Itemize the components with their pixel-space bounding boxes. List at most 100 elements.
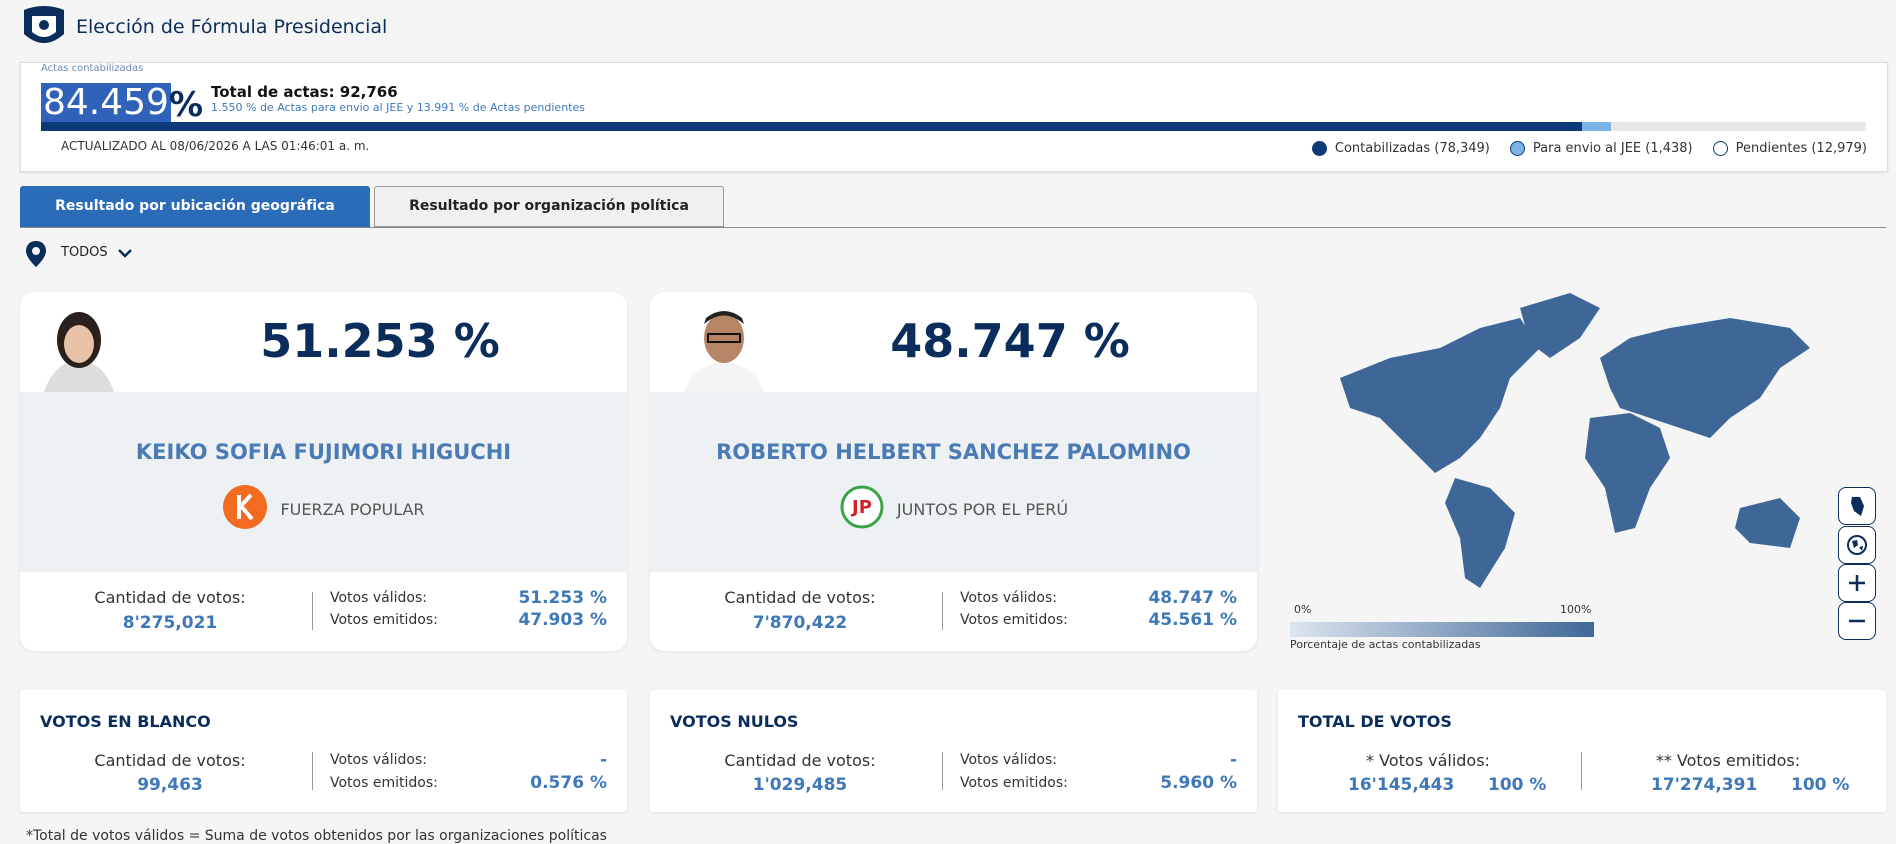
progress-panel: Actas contabilizadas 84.459 % Total de a… [20,62,1888,172]
note-text: % de Actas pendientes [455,101,585,114]
world-map [1340,293,1810,588]
svg-text:JP: JP [850,497,872,518]
candidate-info: KEIKO SOFIA FUJIMORI HIGUCHI FUERZA POPUL… [20,392,627,572]
footnote: *Total de votos válidos = Suma de votos … [26,828,607,844]
progress-note: 1.550 % de Actas para envio al JEE y 13.… [211,101,585,114]
party-logo: JP [839,484,885,534]
candidate-photo [34,302,124,396]
tab[interactable]: Resultado por organización política [374,186,724,227]
valid-label: Votos válidos: [960,752,1057,768]
party-name: JUNTOS POR EL PERÚ [896,499,1069,519]
valid-pct: 100 % [1488,775,1547,795]
votes: 99,463 [137,775,203,795]
candidate-card: 48.747 % ROBERTO HELBERT SANCHEZ PALOMINO… [650,292,1257,651]
emitted: 45.561 % [1148,610,1237,630]
party-name: FUERZA POPULAR [280,499,425,519]
filter-value: TODOS [61,245,108,260]
party-logo [222,484,268,534]
progress-percent-sign: % [169,85,204,125]
summary-title: VOTOS NULOS [670,712,799,731]
divider [942,752,943,790]
votes: 1'029,485 [752,775,848,795]
bar-jee [1582,122,1611,131]
emitted: 47.903 % [518,610,607,630]
valid: - [1229,750,1237,770]
tab-line [20,227,1886,228]
zoom-in[interactable] [1838,564,1876,602]
votes-label: Cantidad de votos: [724,588,876,607]
legend-label: Pendientes (12,979) [1735,141,1867,156]
updated: ACTUALIZADO AL 08/06/2026 A LAS 01:46:01… [61,139,370,153]
logo [24,6,64,43]
map-max: 100% [1560,603,1592,616]
votes: 7'870,422 [752,613,848,633]
map-legend [1290,622,1594,637]
valid: 51.253 % [518,588,607,608]
emitted-label: Votos emitidos: [330,775,438,791]
emitted-label: Votos emitidos: [960,612,1068,628]
votes: 8'275,021 [122,613,218,633]
legend-dot [1509,141,1525,156]
bar-counted [41,122,1583,131]
tab[interactable]: Resultado por ubicación geográfica [20,186,370,227]
zoom-out[interactable] [1838,602,1876,640]
votes-label: Cantidad de votos: [724,751,876,770]
legend-item: Para envio al JEE (1,438) [1509,141,1693,156]
emitted-label: Votos emitidos: [330,612,438,628]
valid: - [599,750,607,770]
candidate-percent: 48.747 % [890,314,1130,368]
votes-label: Cantidad de votos: [94,588,246,607]
summary-title: VOTOS EN BLANCO [40,712,211,731]
peru-map-button[interactable] [1838,487,1876,525]
candidate-info: ROBERTO HELBERT SANCHEZ PALOMINO JP JUNTOS… [650,392,1257,572]
legend-dot [1311,141,1327,156]
candidate-card: 51.253 % KEIKO SOFIA FUJIMORI HIGUCHI FUER… [20,292,627,651]
candidate-photo [674,302,774,396]
note-text: % de Actas para envio al JEE y [242,101,417,114]
legend-label: Para envio al JEE (1,438) [1532,141,1693,156]
valid-label: Votos válidos: [330,752,427,768]
legend-label: Contabilizadas (78,349) [1334,141,1490,156]
legend-item: Pendientes (12,979) [1712,141,1867,156]
candidate-name: ROBERTO HELBERT SANCHEZ PALOMINO [716,440,1191,464]
emitted-pct: 100 % [1791,775,1850,795]
summary-title: TOTAL DE VOTOS [1298,712,1452,731]
world-button[interactable] [1838,526,1876,564]
jee-percent: 1.550 [211,101,243,114]
map-min: 0% [1294,603,1312,616]
emitted-votes: 17'274,391 [1651,775,1758,795]
divider [1581,752,1582,790]
total-actas: Total de actas: 92,766 [211,83,398,101]
emitted: 0.576 % [530,773,607,793]
valid-label: * Votos válidos: [1366,751,1490,770]
candidate-percent: 51.253 % [260,314,500,368]
map-caption: Porcentaje de actas contabilizadas [1290,638,1481,651]
divider [312,752,313,790]
total-card: TOTAL DE VOTOS * Votos válidos: 16'145,443… [1278,690,1886,812]
chevron [117,248,132,258]
emitted-label: Votos emitidos: [960,775,1068,791]
page-title: Elección de Fórmula Presidencial [76,16,388,38]
pending-percent: 13.991 [416,101,456,114]
summary-card: VOTOS EN BLANCO Cantidad de votos: 99,463 V… [20,690,627,812]
candidate-name: KEIKO SOFIA FUJIMORI HIGUCHI [135,440,512,464]
summary-card: VOTOS NULOS Cantidad de votos: 1'029,485 Vo… [650,690,1257,812]
divider [942,592,943,630]
legend-item: Contabilizadas (78,349) [1311,141,1490,156]
legend-dot [1712,141,1728,156]
progress-legend: Contabilizadas (78,349) Para envio al JEE… [1311,141,1867,156]
valid: 48.747 % [1148,588,1237,608]
party: FUERZA POPULAR [20,484,627,534]
divider [312,592,313,630]
progress-percent: 84.459 [41,82,171,123]
emitted: 5.960 % [1160,773,1237,793]
valid-votes: 16'145,443 [1348,775,1455,795]
votes-label: Cantidad de votos: [94,751,246,770]
progress-label: Actas contabilizadas [41,63,144,74]
progress-bar [41,122,1866,131]
emitted-label: ** Votos emitidos: [1655,751,1801,770]
gradient-bar [1290,622,1594,637]
filter-dropdown[interactable]: TODOS [61,245,132,260]
valid-label: Votos válidos: [960,590,1057,606]
